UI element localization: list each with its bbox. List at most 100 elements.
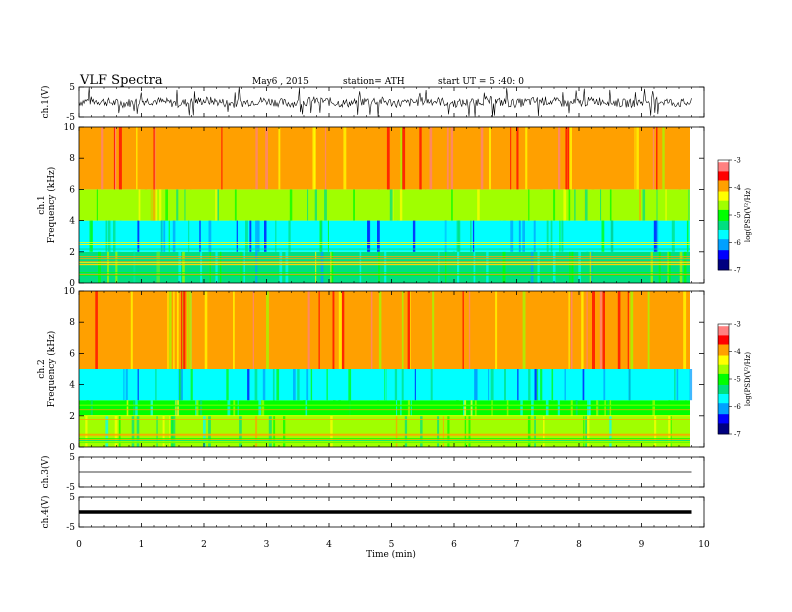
colorbars: -3 -4 -5 -6 -7 log(PSD(V²/Hz) -3 -4 -5 -6 -7 log(PS… (717, 157, 752, 439)
colorbar-tick-label: -3 (734, 157, 741, 165)
spectrum-streak (474, 400, 477, 416)
spectrum-streak (378, 291, 382, 369)
y-axis-label: ch.2 (37, 359, 47, 378)
y-axis-label: ch.4(V) (40, 496, 51, 529)
spectrum-streak (258, 400, 261, 416)
spectrum-streak (590, 251, 593, 283)
spectrum-streak (568, 291, 570, 369)
spectrum-streak (384, 189, 387, 221)
spectrum-streak (589, 251, 592, 283)
spectrum-streak (105, 220, 108, 252)
spectrum-streak (683, 251, 687, 283)
spectrum-streak (303, 400, 306, 416)
y-tick-label: 2 (69, 248, 75, 258)
spectrum-streak (409, 291, 411, 369)
spectrum-streak (510, 220, 514, 252)
colorbar-swatch (718, 412, 729, 415)
colorbar-swatch (718, 395, 729, 398)
y-tick-label: 8 (69, 318, 75, 328)
colorbar-tick-label: -6 (734, 403, 741, 411)
spectrum-streak (169, 189, 172, 221)
spectrum-streak (418, 415, 421, 447)
colorbar-swatch (718, 257, 729, 260)
spectrum-streak (565, 127, 567, 190)
start-time-label: start UT = 5 :40: 0 (438, 77, 524, 87)
spectrum-streak (450, 127, 454, 190)
colorbar-swatch (718, 325, 729, 328)
spectrum-band (79, 220, 690, 252)
spectrum-streak (179, 369, 182, 401)
spectrum-streak (396, 400, 398, 416)
colorbar-swatch (718, 413, 729, 416)
spectrum-streak (581, 291, 584, 369)
spectrum-streak (151, 127, 154, 190)
spectrum-streak (227, 400, 231, 416)
colorbar-swatch (718, 380, 729, 383)
spectrum-streak (410, 400, 412, 416)
spectrum-streak (172, 415, 174, 447)
colorbar-tick-label: -5 (734, 212, 741, 220)
colorbar-swatch (718, 386, 729, 389)
spectrum-streak (320, 251, 324, 283)
spectrum-streak (96, 189, 98, 221)
spectrum-streak (182, 291, 184, 369)
panel-ch2-spectrogram: 0 2 4 6 8 10 ch.2 Frequency (kHz) (37, 287, 705, 453)
spectrum-streak (287, 251, 290, 283)
spectrum-streak (534, 369, 537, 401)
spectrum-streak (390, 127, 393, 190)
colorbar-swatch (718, 189, 729, 192)
spectrum-streak (109, 369, 113, 401)
colorbar-swatch (718, 336, 729, 339)
colorbar-swatch (718, 260, 729, 263)
colorbar-swatch (718, 216, 729, 219)
spectrum-streak (537, 251, 540, 283)
spectrum-streak (668, 251, 671, 283)
spectrum-streak (474, 369, 477, 401)
spectrum-streak (324, 189, 327, 221)
spectrum-streak (108, 251, 111, 283)
colorbar-swatch (718, 390, 729, 393)
spectrum-streak (113, 220, 116, 252)
spectrum-streak (444, 220, 448, 252)
spectrum-streak (447, 415, 450, 447)
spectrum-streak (189, 291, 192, 369)
spectrum-streak (136, 127, 138, 190)
colorbar-swatch (718, 408, 729, 411)
spectrum-streak (202, 291, 205, 369)
colorbar-swatch (718, 331, 729, 334)
spectrum-streak (237, 400, 239, 416)
spectrum-streak (101, 127, 104, 190)
spectrum-streak (251, 127, 253, 190)
spectrum-streak (414, 189, 417, 221)
spectrum-streak (630, 291, 634, 369)
spectrum-streak (650, 251, 653, 283)
spectrum-streak (185, 127, 187, 190)
spectrum-streak (569, 127, 572, 190)
spectrum-streak (353, 189, 355, 221)
spectrum-streak (596, 400, 599, 416)
spectrum-streak (656, 189, 658, 221)
spectrum-streak (173, 291, 175, 369)
colorbar-swatch (718, 264, 729, 267)
spectrum-streak (568, 189, 571, 221)
spectrum-streak (234, 291, 237, 369)
colorbar-swatch (718, 421, 729, 424)
spectrum-streak (144, 127, 148, 190)
spectrum-streak (165, 189, 168, 221)
spectrum-streak (600, 189, 602, 221)
colorbar-swatch (718, 347, 729, 350)
colorbar-swatch (718, 251, 729, 254)
spectrum-streak (171, 189, 173, 221)
spectrum-streak (132, 251, 136, 283)
spectrum-streak (186, 369, 190, 401)
spectrum-streak (377, 127, 380, 190)
spectrum-streak (318, 291, 320, 369)
spectrum-streak (399, 189, 403, 221)
spectrum-streak (348, 400, 351, 416)
spectrum-streak (190, 127, 192, 190)
spectrum-streak (551, 369, 554, 401)
spectrum-streak (522, 291, 526, 369)
colorbar-label: log(PSD(V²/Hz) (744, 188, 752, 243)
spectrum-streak (194, 291, 196, 369)
spectrum-streak (195, 400, 197, 416)
